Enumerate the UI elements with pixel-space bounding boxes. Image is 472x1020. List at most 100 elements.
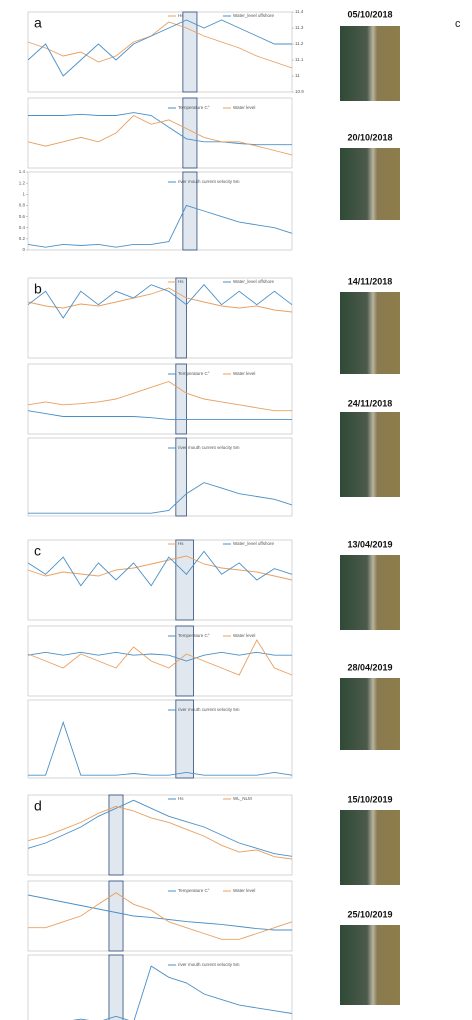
plot-frame bbox=[27, 363, 293, 435]
legend-label: Hs bbox=[178, 279, 184, 284]
panel-letter: a bbox=[34, 15, 42, 31]
y-tick-label: 10.9 bbox=[295, 89, 304, 94]
legend-label: Hs bbox=[178, 796, 184, 801]
y-tick-label: 11.1 bbox=[295, 57, 304, 62]
panel-letter: d bbox=[34, 798, 42, 814]
satellite-image bbox=[340, 292, 400, 374]
image-date: 05/10/2018 bbox=[347, 9, 392, 19]
legend-label: Hs bbox=[178, 13, 184, 18]
legend-label: Water_level offshore bbox=[233, 13, 275, 18]
legend-label: river mouth current velocity 5m bbox=[178, 179, 240, 184]
satellite-image bbox=[340, 678, 400, 750]
plot-frame bbox=[27, 880, 293, 952]
satellite-image bbox=[340, 555, 400, 630]
plot-frame bbox=[27, 625, 293, 697]
satellite-image bbox=[340, 148, 400, 220]
legend-label: Water level bbox=[233, 371, 255, 376]
series-line bbox=[28, 482, 293, 514]
y-tick-label: 1.2 bbox=[19, 180, 26, 185]
legend-label: Temperature C° bbox=[178, 888, 210, 893]
y-tick-label: 11.3 bbox=[295, 25, 304, 30]
series-line bbox=[28, 720, 293, 776]
series-line bbox=[27, 651, 292, 662]
y-tick-label: 0.2 bbox=[19, 236, 26, 241]
legend-label: Water_level offshore bbox=[233, 279, 275, 284]
plot-frame bbox=[27, 277, 293, 359]
y-tick-label: 0 bbox=[22, 247, 25, 252]
series-line bbox=[27, 799, 293, 857]
figure-label: c bbox=[455, 18, 461, 30]
event-band bbox=[182, 11, 198, 93]
event-band bbox=[175, 625, 194, 697]
y-tick-label: 0.8 bbox=[19, 203, 26, 208]
y-tick-label: 11.2 bbox=[295, 41, 304, 46]
panel-letter: b bbox=[34, 281, 42, 297]
series-line bbox=[27, 381, 292, 412]
legend-label: river mouth current velocity 5m bbox=[178, 445, 240, 450]
plot-frame bbox=[27, 954, 293, 1020]
legend-label: Hs bbox=[178, 541, 184, 546]
legend-label: Temperature C° bbox=[178, 371, 210, 376]
legend-label: river mouth current velocity 5m bbox=[178, 707, 240, 712]
legend-label: Water level bbox=[233, 633, 255, 638]
event-band bbox=[175, 699, 194, 779]
event-band bbox=[182, 97, 198, 169]
plot-frame bbox=[27, 539, 293, 621]
event-band bbox=[108, 880, 124, 952]
legend-label: river mouth current velocity 5m bbox=[178, 962, 240, 967]
event-band bbox=[182, 171, 198, 251]
event-band bbox=[175, 363, 187, 435]
y-tick-label: 11 bbox=[295, 73, 300, 78]
image-date: 25/10/2019 bbox=[347, 909, 392, 919]
image-date: 24/11/2018 bbox=[348, 398, 393, 408]
series-line bbox=[27, 894, 292, 931]
series-line bbox=[27, 284, 293, 319]
series-line bbox=[28, 892, 293, 940]
legend-label: Temperature C° bbox=[178, 633, 210, 638]
event-band bbox=[175, 437, 187, 517]
series-line bbox=[27, 19, 292, 77]
plot-frame bbox=[27, 437, 293, 517]
image-date: 15/10/2019 bbox=[347, 794, 392, 804]
plot-frame bbox=[27, 699, 293, 779]
series-line bbox=[27, 410, 292, 420]
y-tick-label: 0.6 bbox=[19, 214, 26, 219]
y-tick-label: 1.4 bbox=[19, 169, 26, 174]
series-line bbox=[72, 965, 293, 1020]
legend-label: Temperature C° bbox=[178, 105, 210, 110]
series-line bbox=[27, 555, 293, 581]
image-date: 13/04/2019 bbox=[347, 539, 392, 549]
event-band bbox=[108, 794, 124, 876]
image-date: 14/11/2018 bbox=[348, 276, 393, 286]
y-tick-label: 0.4 bbox=[19, 225, 26, 230]
series-line bbox=[27, 805, 293, 860]
event-band bbox=[108, 954, 124, 1020]
plot-frame bbox=[27, 794, 293, 876]
panel-letter: c bbox=[34, 543, 41, 559]
image-date: 28/04/2019 bbox=[347, 662, 392, 672]
legend-label: Water level bbox=[233, 105, 255, 110]
series-line bbox=[27, 287, 293, 313]
series-line bbox=[28, 112, 292, 146]
y-tick-label: 11.4 bbox=[295, 9, 304, 14]
legend-label: WL_NLM bbox=[233, 796, 252, 801]
legend-label: Water level bbox=[233, 888, 255, 893]
series-line bbox=[27, 21, 293, 69]
y-tick-label: 1 bbox=[22, 191, 25, 196]
legend-label: Water_level offshore bbox=[233, 541, 275, 546]
plot-frame bbox=[27, 171, 293, 251]
series-line bbox=[27, 639, 293, 676]
plot-frame bbox=[27, 11, 293, 93]
plot-frame bbox=[27, 97, 293, 169]
series-line bbox=[27, 204, 293, 248]
image-date: 20/10/2018 bbox=[347, 132, 392, 142]
event-band bbox=[175, 277, 187, 359]
satellite-image bbox=[340, 412, 400, 497]
satellite-image bbox=[340, 925, 400, 1005]
satellite-image bbox=[340, 26, 400, 101]
series-line bbox=[27, 550, 293, 587]
satellite-image bbox=[340, 810, 400, 885]
event-band bbox=[175, 539, 194, 621]
series-line bbox=[27, 114, 293, 156]
